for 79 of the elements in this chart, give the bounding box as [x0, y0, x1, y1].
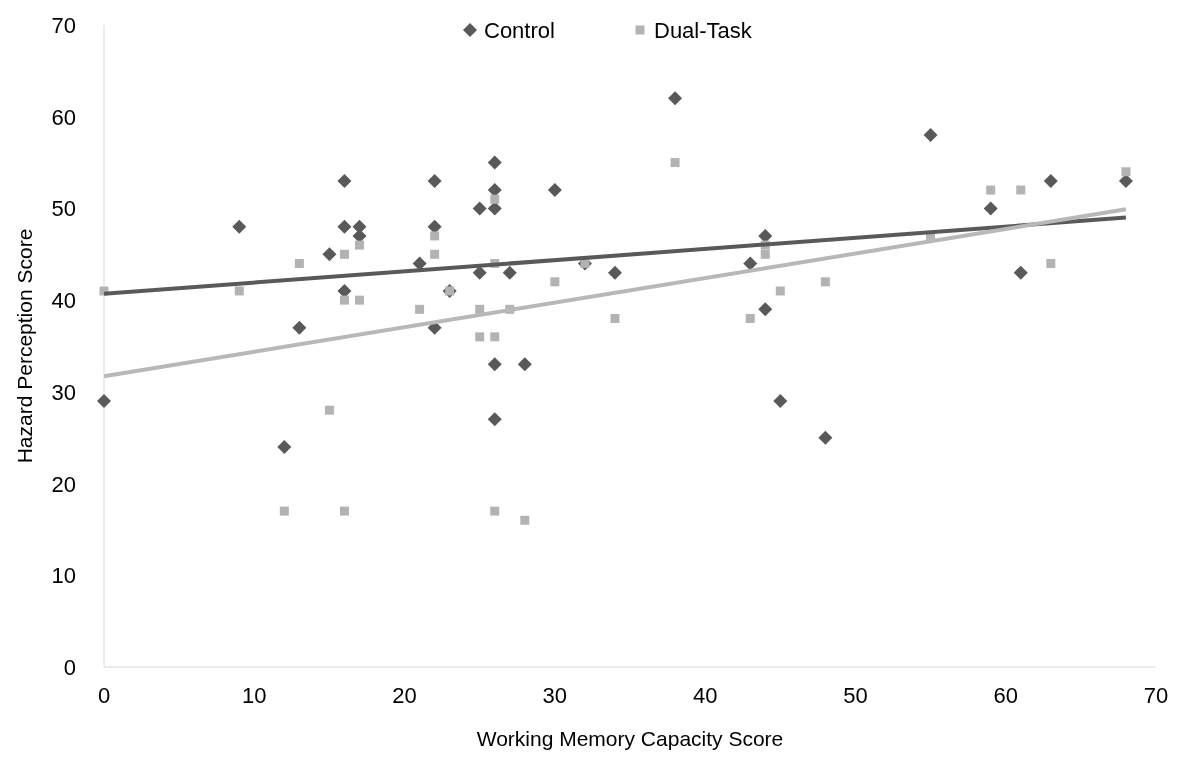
- point: [337, 283, 352, 298]
- point: [547, 183, 562, 198]
- point: [427, 219, 442, 234]
- y-axis-title: Hazard Perception Score: [13, 228, 36, 464]
- x-axis-title: Working Memory Capacity Score: [476, 727, 784, 750]
- point: [517, 357, 532, 372]
- point: [550, 277, 560, 287]
- point: [487, 201, 502, 216]
- point: [337, 219, 352, 234]
- y-tick-label: 30: [51, 379, 76, 405]
- point: [339, 295, 349, 305]
- point: [487, 357, 502, 372]
- point: [670, 158, 680, 168]
- point: [986, 185, 996, 195]
- point: [487, 412, 502, 427]
- point: [339, 249, 349, 259]
- point: [1043, 173, 1058, 188]
- x-tick-label: 20: [392, 683, 417, 708]
- x-tick-label: 0: [97, 683, 111, 708]
- x-tick-label: 40: [692, 683, 718, 708]
- legend-label: Control: [484, 18, 555, 43]
- point: [279, 506, 289, 516]
- point: [758, 228, 773, 243]
- y-tick-label: 20: [51, 471, 76, 497]
- point: [339, 506, 349, 516]
- x-tick-label: 60: [993, 683, 1018, 708]
- point: [354, 240, 364, 250]
- point: [337, 173, 352, 188]
- point: [745, 313, 755, 323]
- point: [354, 295, 364, 305]
- point: [1016, 185, 1026, 195]
- y-tick-label: 40: [51, 288, 76, 314]
- point: [427, 173, 442, 188]
- point: [758, 302, 773, 317]
- y-tick-label: 10: [51, 563, 76, 589]
- point: [502, 265, 517, 280]
- point: [324, 405, 334, 415]
- point: [475, 332, 485, 342]
- point: [487, 155, 502, 170]
- point: [472, 265, 487, 280]
- point: [923, 128, 938, 143]
- point: [1046, 258, 1056, 268]
- legend-label: Dual-Task: [654, 18, 753, 43]
- point: [412, 256, 427, 271]
- point: [430, 231, 440, 241]
- point: [490, 194, 500, 204]
- point: [607, 265, 622, 280]
- point: [610, 313, 620, 323]
- x-tick-label: 30: [542, 683, 568, 708]
- point: [97, 394, 111, 409]
- point: [1013, 265, 1028, 280]
- point: [818, 430, 833, 445]
- point: [292, 320, 307, 335]
- point: [773, 394, 788, 409]
- point: [983, 201, 998, 216]
- y-tick-label: 0: [63, 655, 76, 680]
- point: [232, 219, 247, 234]
- x-tick-label: 10: [242, 683, 267, 708]
- point: [743, 256, 758, 271]
- point: [520, 515, 530, 525]
- point: [760, 249, 770, 259]
- point: [668, 91, 683, 106]
- point: [820, 277, 830, 287]
- point: [294, 258, 304, 268]
- x-tick-label: 70: [1143, 683, 1169, 708]
- y-tick-label: 50: [51, 196, 76, 222]
- y-tick-label: 60: [51, 104, 76, 130]
- x-tick-label: 50: [843, 683, 868, 708]
- point: [322, 247, 337, 262]
- point: [490, 332, 500, 342]
- point: [1121, 167, 1131, 177]
- point: [472, 201, 487, 216]
- point: [430, 249, 440, 259]
- point: [490, 506, 500, 516]
- point: [234, 286, 244, 296]
- point: [775, 286, 785, 296]
- point: [277, 439, 292, 454]
- y-tick-label: 70: [51, 13, 76, 38]
- point: [415, 304, 425, 314]
